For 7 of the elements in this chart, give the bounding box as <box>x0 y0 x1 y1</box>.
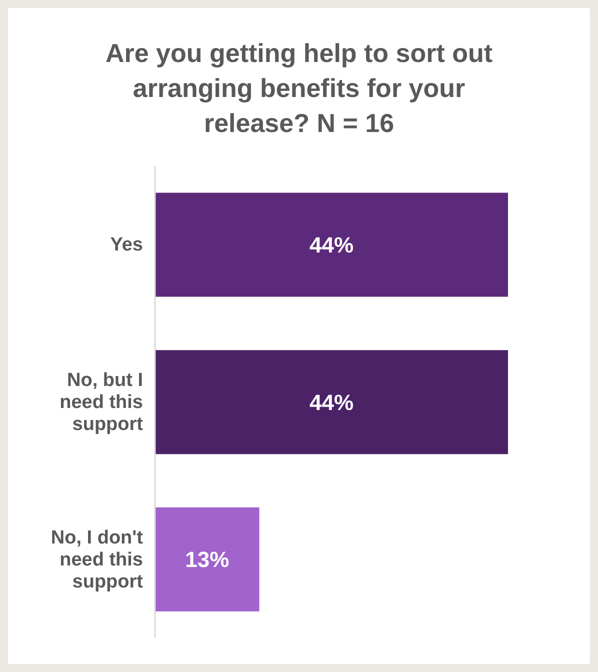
y-tick-label: No, I don't need this support <box>50 526 144 592</box>
chart-title: Are you getting help to sort out arranging benefits for your release? N = 16 <box>104 37 494 138</box>
data-label: 44% <box>309 390 354 415</box>
y-tick-label: Yes <box>110 234 143 256</box>
data-label: 44% <box>309 232 354 258</box>
y-tick-label: No, but I need this support <box>60 370 144 434</box>
data-label: 13% <box>185 547 230 572</box>
